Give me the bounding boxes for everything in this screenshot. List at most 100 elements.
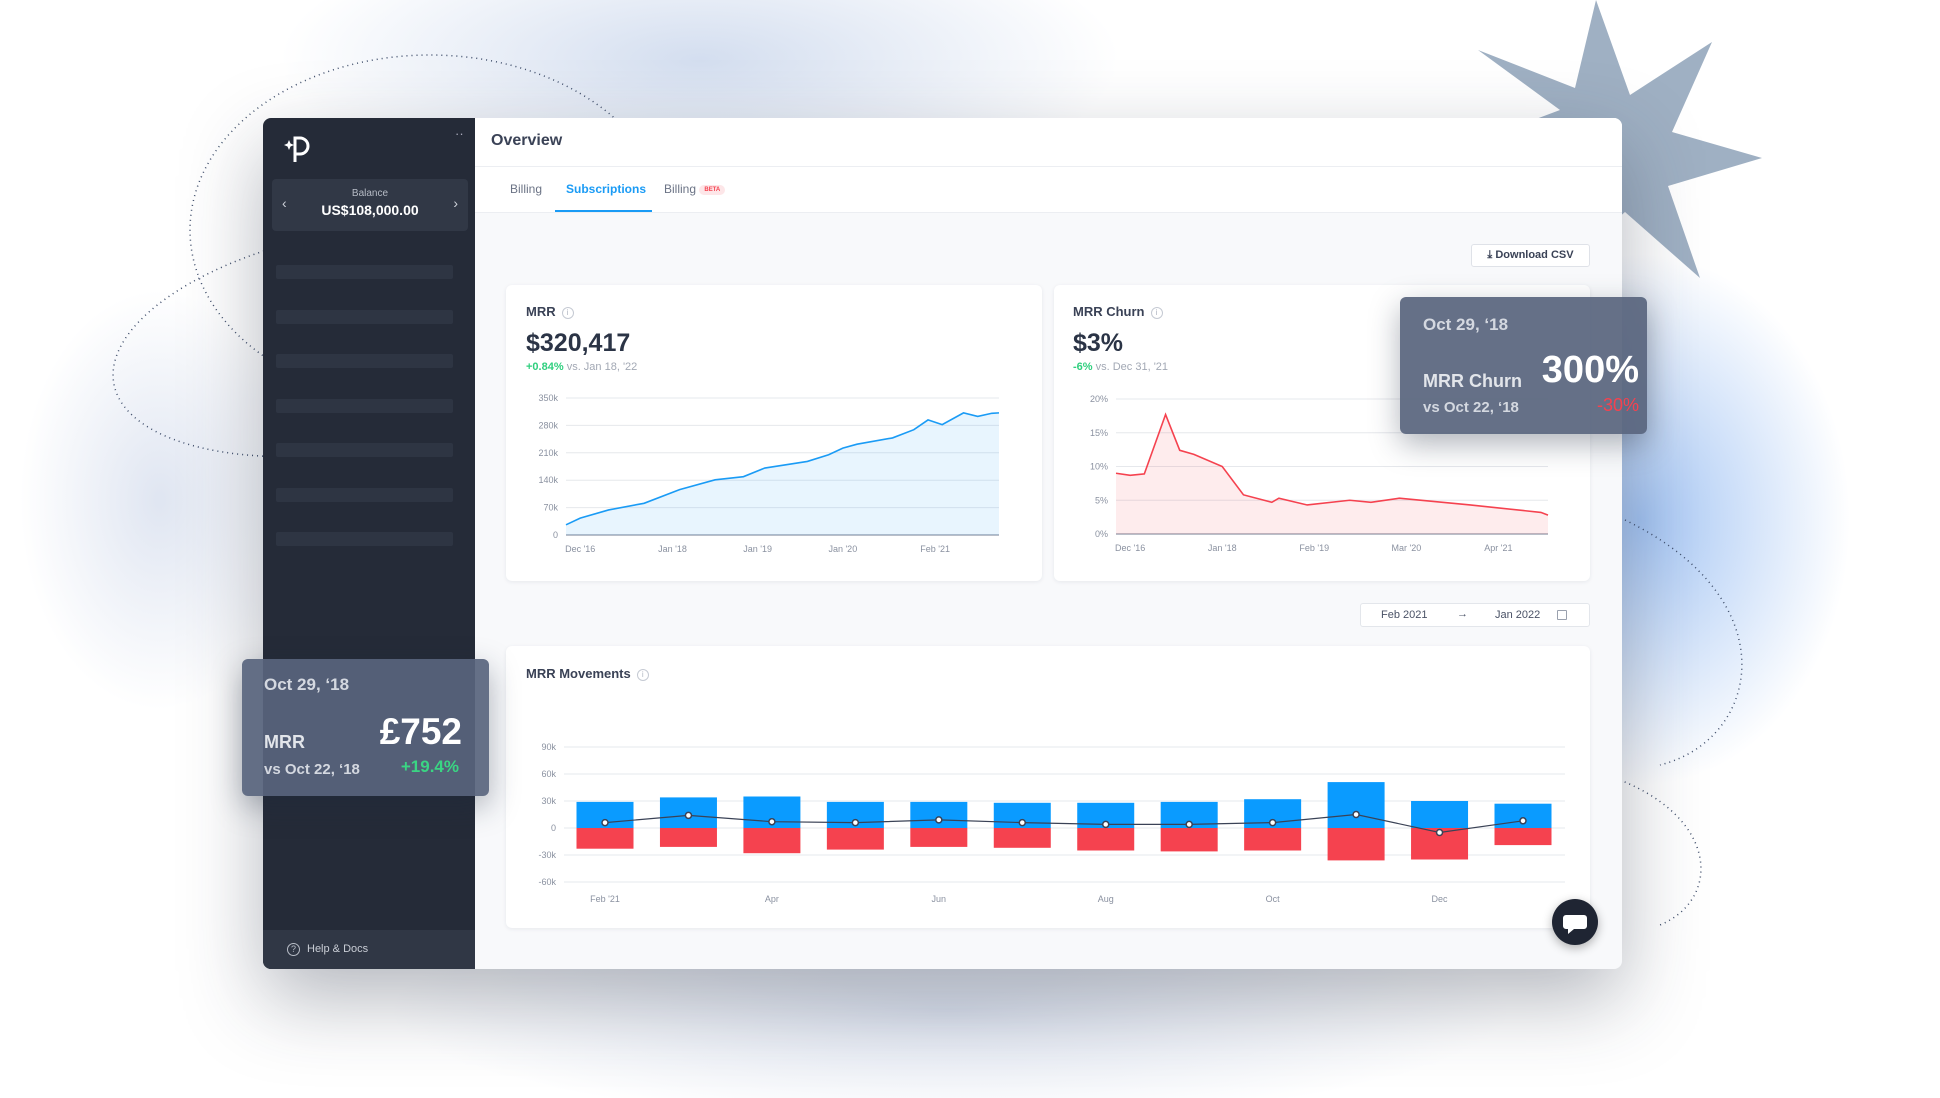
tooltip-value: 300% [1541,349,1639,391]
x-tick-label: Apr '21 [1484,543,1512,553]
y-tick-label: 70k [543,503,558,513]
active-tab-indicator [555,210,652,212]
bar-new-mrr [1411,801,1469,828]
y-tick-label: -60k [538,877,556,887]
arrow-right-icon: → [1457,608,1468,620]
bar-new-mrr [910,801,968,828]
y-tick-label: 210k [538,448,558,458]
net-point [768,817,776,826]
help-label: Help & Docs [307,943,369,955]
sidebar-item-placeholder[interactable] [276,265,453,279]
y-tick-label: 90k [541,742,556,752]
mrr-card: MRR i $320,417 +0.84% vs. Jan 18, '22 [506,285,1042,581]
help-icon: ? [287,943,300,956]
mrr-value: $320,417 [526,329,631,357]
x-tick-label: Jun [932,894,947,904]
tab-bar: Billing Subscriptions Billing BETA [475,167,1622,213]
tooltip-compare: vs Oct 22, ‘18 [1423,399,1519,416]
bar-churned-mrr [910,828,968,847]
bar-churned-mrr [576,828,634,849]
bar-churned-mrr [1327,828,1385,861]
sidebar-item-placeholder[interactable] [276,309,453,324]
y-tick-label: 60k [541,769,556,779]
area-fill [566,412,999,535]
y-tick-label: 5% [1095,495,1108,505]
info-icon[interactable]: i [1150,307,1163,319]
tooltip-label: MRR Churn [1423,371,1522,391]
area-fill [1116,414,1548,534]
calendar-icon [1557,610,1567,620]
net-point [601,818,609,827]
net-point [1101,820,1110,829]
x-tick-label: Dec '16 [565,544,595,554]
x-tick-label: Dec [1432,894,1449,904]
x-tick-label: Jan '20 [828,544,857,554]
tab-billing-beta[interactable]: Billing BETA [664,182,726,196]
balance-value: US$108,000.00 [321,202,419,218]
y-tick-label: 140k [538,475,558,485]
help-docs-link[interactable]: ? Help & Docs [263,930,475,969]
net-point [1519,817,1527,825]
date-range-picker[interactable]: Feb 2021 → Jan 2022 [1360,603,1590,627]
download-label: Download CSV [1495,249,1574,261]
x-tick-label: Jan '18 [658,544,687,554]
tooltip-change: +19.4% [400,757,459,776]
series-line [1115,412,1549,516]
y-tick-label: 0% [1095,529,1108,539]
net-point [851,818,860,827]
info-icon[interactable]: i [561,307,574,319]
sidebar-item-placeholder[interactable] [276,532,453,546]
y-tick-label: 350k [538,393,558,403]
bar-churned-mrr [743,828,801,854]
y-tick-label: 15% [1090,428,1108,438]
net-point [935,816,943,824]
bar-churned-mrr [1244,828,1302,851]
bar-churned-mrr [1077,828,1135,851]
x-tick-label: Oct [1266,894,1281,904]
chevron-left-icon[interactable]: ‹ [282,195,287,211]
tab-billing[interactable]: Billing [510,182,543,196]
app-window: ·· ‹ Balance US$108,000.00 › ? Help & Do… [263,118,1622,969]
tab-subscriptions[interactable]: Subscriptions [566,182,647,196]
date-start: Feb 2021 [1381,609,1428,621]
y-tick-label: 280k [538,420,558,430]
date-end: Jan 2022 [1495,609,1541,621]
mrr-title: MRR i [526,304,574,319]
download-csv-button[interactable]: ⤓ Download CSV [1471,244,1590,267]
chevron-right-icon[interactable]: › [453,195,458,211]
x-tick-label: Aug [1098,894,1114,904]
sidebar-item-placeholder[interactable] [276,398,453,413]
bar-new-mrr [1327,782,1385,828]
x-tick-label: Apr [765,894,779,904]
tooltip-date: Oct 29, ‘18 [264,675,350,694]
movements-card: MRR Movements i [506,646,1590,928]
bar-churned-mrr [659,828,717,847]
info-icon[interactable]: i [636,669,649,681]
sidebar-item-placeholder[interactable] [276,354,453,368]
mrr-tooltip: Oct 29, ‘18 MRR £752 vs Oct 22, ‘18 +19.… [242,659,489,796]
churn-value: $3% [1073,329,1124,357]
net-point [1185,820,1193,829]
tooltip-date: Oct 29, ‘18 [1423,315,1509,334]
net-point [1435,828,1444,837]
churn-delta: -6% vs. Dec 31, '21 [1073,361,1169,373]
balance-switcher: ‹ Balance US$108,000.00 › [272,179,468,231]
sidebar-item-placeholder[interactable] [276,443,453,457]
bar-churned-mrr [993,828,1051,848]
bar-churned-mrr [1160,828,1218,852]
logo-icon [284,136,310,162]
sidebar-item-placeholder[interactable] [276,487,453,502]
net-point [684,811,693,820]
sidebar: ·· ‹ Balance US$108,000.00 › ? Help & Do… [263,118,475,969]
chat-bubble-icon [1563,915,1587,934]
chat-button[interactable] [1552,899,1598,945]
more-icon[interactable]: ·· [455,126,464,141]
bar-churned-mrr [826,828,884,850]
bar-churned-mrr [1494,828,1552,846]
net-line [604,813,1524,834]
mrr-delta: +0.84% vs. Jan 18, '22 [526,361,638,373]
page-header: Overview [475,118,1622,167]
x-tick-label: Jan '18 [1208,543,1237,553]
balance-label: Balance [351,188,389,199]
x-tick-label: Feb '21 [920,544,950,554]
